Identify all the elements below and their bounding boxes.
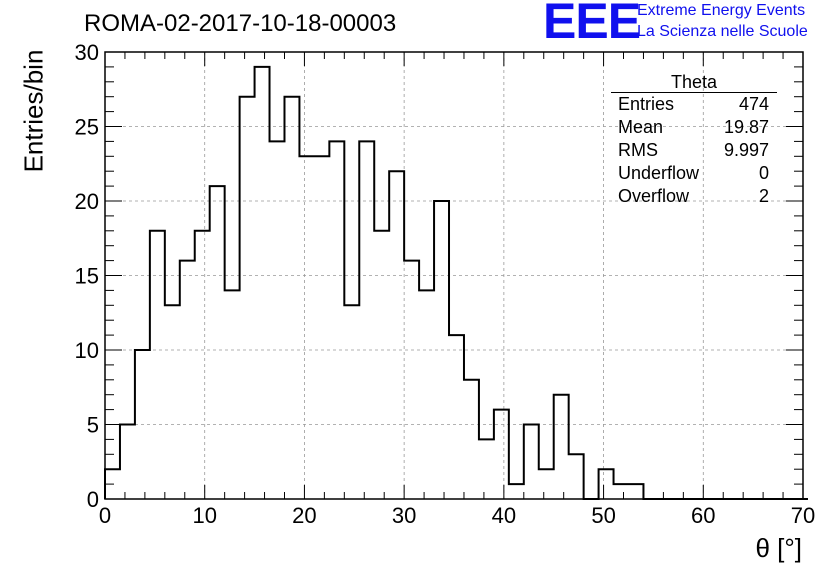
stats-value: 19.87 [723,117,769,137]
histogram-bin [569,454,584,499]
stats-box: Theta Entries 474 Mean 19.87 RMS 9.997 Unde… [611,72,777,208]
y-tick-label: 0 [87,487,99,512]
y-tick-label: 25 [75,115,99,140]
histogram-bin [404,261,419,499]
histogram-bin [180,261,195,499]
eee-logo: EEE [543,0,641,49]
histogram-bin [314,156,329,499]
histogram-bin [599,469,614,499]
x-tick-label: 0 [99,503,111,528]
stats-label: RMS [618,140,658,160]
stats-label: Underflow [618,163,700,183]
stats-row: Mean 19.87 [611,116,777,139]
histogram-bin [240,97,255,499]
histogram-bin [270,141,285,499]
stats-value: 9.997 [723,140,769,160]
histogram-bin [299,156,314,499]
chart-title: ROMA-02-2017-10-18-00003 [84,10,397,37]
stats-row: RMS 9.997 [611,139,777,162]
histogram-bin [255,67,270,499]
histogram-bin [374,231,389,499]
stats-value: 2 [758,186,769,206]
histogram-bin [614,484,629,499]
logo-line-1: Extreme Energy Events [637,2,806,19]
histogram-bin [225,290,240,499]
histogram-bin [524,425,539,500]
x-axis-label: θ [°] [755,533,802,563]
y-tick-label: 30 [75,40,99,65]
y-tick-label: 15 [75,264,99,289]
histogram-bin [449,335,464,499]
histogram-bin [419,290,434,499]
stats-label: Mean [618,117,664,137]
histogram-bin [165,305,180,499]
grid-lines [105,52,803,499]
x-tick-label: 70 [791,503,815,528]
y-tick-label: 20 [75,189,99,214]
histogram-bin [629,484,644,499]
stats-row: Entries 474 [611,93,777,116]
logo-line-2: La Scienza nelle Scuole [637,23,808,40]
histogram-bin [284,97,299,499]
histogram-bin [464,380,479,499]
histogram-outline [104,65,808,500]
y-tick-label: 5 [87,413,99,438]
stats-label: Overflow [618,186,690,206]
y-tick-label: 10 [75,338,99,363]
histogram-bin [195,231,210,499]
x-tick-label: 60 [691,503,715,528]
stats-title: Theta [611,72,777,93]
stats-label: Entries [618,94,675,114]
histogram-bin [344,305,359,499]
histogram-bin [120,425,135,500]
histogram-bin [539,469,554,499]
histogram-bin [389,171,404,499]
histogram-bin [359,141,374,499]
stats-value: 0 [758,163,769,183]
stats-value: 474 [738,94,769,114]
axis-ticks [104,51,804,500]
x-tick-label: 20 [292,503,316,528]
histogram-bin [554,395,569,499]
histogram-bin [509,484,524,499]
histogram-bin [494,410,509,499]
histogram-bin [150,231,165,499]
x-tick-label: 30 [392,503,416,528]
x-tick-label: 40 [492,503,516,528]
stats-row: Overflow 2 [611,185,777,208]
histogram-bin [329,141,344,499]
stats-row: Underflow 0 [611,162,777,185]
x-tick-label: 10 [192,503,216,528]
histogram-bin [479,439,494,499]
x-tick-label: 50 [591,503,615,528]
histogram-series [104,65,808,500]
histogram-bin [210,186,225,499]
